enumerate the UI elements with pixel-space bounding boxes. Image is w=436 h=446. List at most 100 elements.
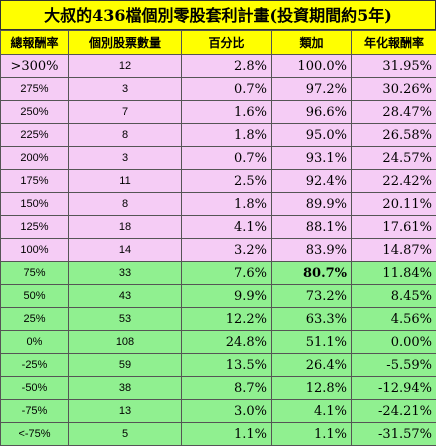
annualized-return-cell[interactable]: 31.95% <box>352 55 436 78</box>
percentage-cell[interactable]: 2.8% <box>182 55 272 78</box>
annualized-return-cell[interactable]: 20.11% <box>352 193 436 216</box>
count-cell[interactable]: 53 <box>69 308 182 331</box>
percentage-cell[interactable]: 1.1% <box>182 423 272 446</box>
percentage-cell[interactable]: 13.5% <box>182 354 272 377</box>
count-cell[interactable]: 5 <box>69 423 182 446</box>
annualized-return-cell[interactable]: 17.61% <box>352 216 436 239</box>
count-cell[interactable]: 12 <box>69 55 182 78</box>
count-cell[interactable]: 3 <box>69 78 182 101</box>
tier-cell[interactable]: 175% <box>1 170 69 193</box>
count-cell[interactable]: 8 <box>69 193 182 216</box>
percentage-cell[interactable]: 7.6% <box>182 262 272 285</box>
cumulative-cell[interactable]: 63.3% <box>272 308 352 331</box>
percentage-cell[interactable]: 1.8% <box>182 193 272 216</box>
annualized-return-cell[interactable]: -12.94% <box>352 377 436 400</box>
header-annualized-return: 年化報酬率 <box>352 31 436 55</box>
tier-cell[interactable]: 250% <box>1 101 69 124</box>
cumulative-cell[interactable]: 12.8% <box>272 377 352 400</box>
count-cell[interactable]: 38 <box>69 377 182 400</box>
count-cell[interactable]: 13 <box>69 400 182 423</box>
annualized-return-cell[interactable]: 14.87% <box>352 239 436 262</box>
tier-cell[interactable]: -25% <box>1 354 69 377</box>
percentage-cell[interactable]: 3.2% <box>182 239 272 262</box>
percentage-cell[interactable]: 2.5% <box>182 170 272 193</box>
count-cell[interactable]: 18 <box>69 216 182 239</box>
percentage-cell[interactable]: 1.6% <box>182 101 272 124</box>
percentage-cell[interactable]: 1.8% <box>182 124 272 147</box>
tier-cell[interactable]: <-75% <box>1 423 69 446</box>
count-cell[interactable]: 108 <box>69 331 182 354</box>
cumulative-cell[interactable]: 89.9% <box>272 193 352 216</box>
count-cell[interactable]: 43 <box>69 285 182 308</box>
tier-cell[interactable]: 25% <box>1 308 69 331</box>
annualized-return-cell[interactable]: 28.47% <box>352 101 436 124</box>
tier-cell[interactable]: 75% <box>1 262 69 285</box>
percentage-cell[interactable]: 3.0% <box>182 400 272 423</box>
tier-cell[interactable]: -75% <box>1 400 69 423</box>
count-cell[interactable]: 3 <box>69 147 182 170</box>
annualized-return-cell[interactable]: 22.42% <box>352 170 436 193</box>
cumulative-cell[interactable]: 83.9% <box>272 239 352 262</box>
annualized-return-cell[interactable]: 0.00% <box>352 331 436 354</box>
percentage-cell[interactable]: 0.7% <box>182 147 272 170</box>
tier-cell[interactable]: 225% <box>1 124 69 147</box>
annualized-return-cell[interactable]: 30.26% <box>352 78 436 101</box>
tier-cell[interactable]: 50% <box>1 285 69 308</box>
cumulative-cell[interactable]: 80.7% <box>272 262 352 285</box>
count-cell[interactable]: 8 <box>69 124 182 147</box>
header-row: 總報酬率 個別股票數量 百分比 類加 年化報酬率 <box>1 31 436 55</box>
cumulative-cell[interactable]: 4.1% <box>272 400 352 423</box>
count-cell[interactable]: 11 <box>69 170 182 193</box>
count-cell[interactable]: 33 <box>69 262 182 285</box>
cumulative-cell[interactable]: 95.0% <box>272 124 352 147</box>
annualized-return-cell[interactable]: -24.21% <box>352 400 436 423</box>
count-cell[interactable]: 59 <box>69 354 182 377</box>
tier-cell[interactable]: 100% <box>1 239 69 262</box>
annualized-return-cell[interactable]: -5.59% <box>352 354 436 377</box>
cumulative-cell[interactable]: 73.2% <box>272 285 352 308</box>
percentage-cell[interactable]: 9.9% <box>182 285 272 308</box>
cumulative-cell[interactable]: 93.1% <box>272 147 352 170</box>
annualized-return-cell[interactable]: 26.58% <box>352 124 436 147</box>
cumulative-cell[interactable]: 1.1% <box>272 423 352 446</box>
tier-cell[interactable]: 200% <box>1 147 69 170</box>
percentage-cell[interactable]: 12.2% <box>182 308 272 331</box>
count-cell[interactable]: 14 <box>69 239 182 262</box>
tier-cell[interactable]: 150% <box>1 193 69 216</box>
percentage-cell[interactable]: 4.1% <box>182 216 272 239</box>
percentage-cell[interactable]: 8.7% <box>182 377 272 400</box>
percentage-cell[interactable]: 0.7% <box>182 78 272 101</box>
cumulative-cell[interactable]: 51.1% <box>272 331 352 354</box>
annualized-return-cell[interactable]: 4.56% <box>352 308 436 331</box>
annualized-return-cell[interactable]: 24.57% <box>352 147 436 170</box>
count-cell[interactable]: 7 <box>69 101 182 124</box>
percentage-cell[interactable]: 24.8% <box>182 331 272 354</box>
annualized-return-cell[interactable]: 8.45% <box>352 285 436 308</box>
tier-cell[interactable]: 275% <box>1 78 69 101</box>
tier-cell[interactable]: -50% <box>1 377 69 400</box>
annualized-return-cell[interactable]: 11.84% <box>352 262 436 285</box>
annualized-return-cell[interactable]: -31.57% <box>352 423 436 446</box>
cumulative-cell[interactable]: 100.0% <box>272 55 352 78</box>
cumulative-cell[interactable]: 97.2% <box>272 78 352 101</box>
tier-cell[interactable]: 125% <box>1 216 69 239</box>
cumulative-cell[interactable]: 26.4% <box>272 354 352 377</box>
header-cumulative: 類加 <box>272 31 352 55</box>
cumulative-cell[interactable]: 96.6% <box>272 101 352 124</box>
tier-cell[interactable]: >300% <box>1 55 69 78</box>
cumulative-cell[interactable]: 92.4% <box>272 170 352 193</box>
cumulative-cell[interactable]: 88.1% <box>272 216 352 239</box>
tier-cell[interactable]: 0% <box>1 331 69 354</box>
